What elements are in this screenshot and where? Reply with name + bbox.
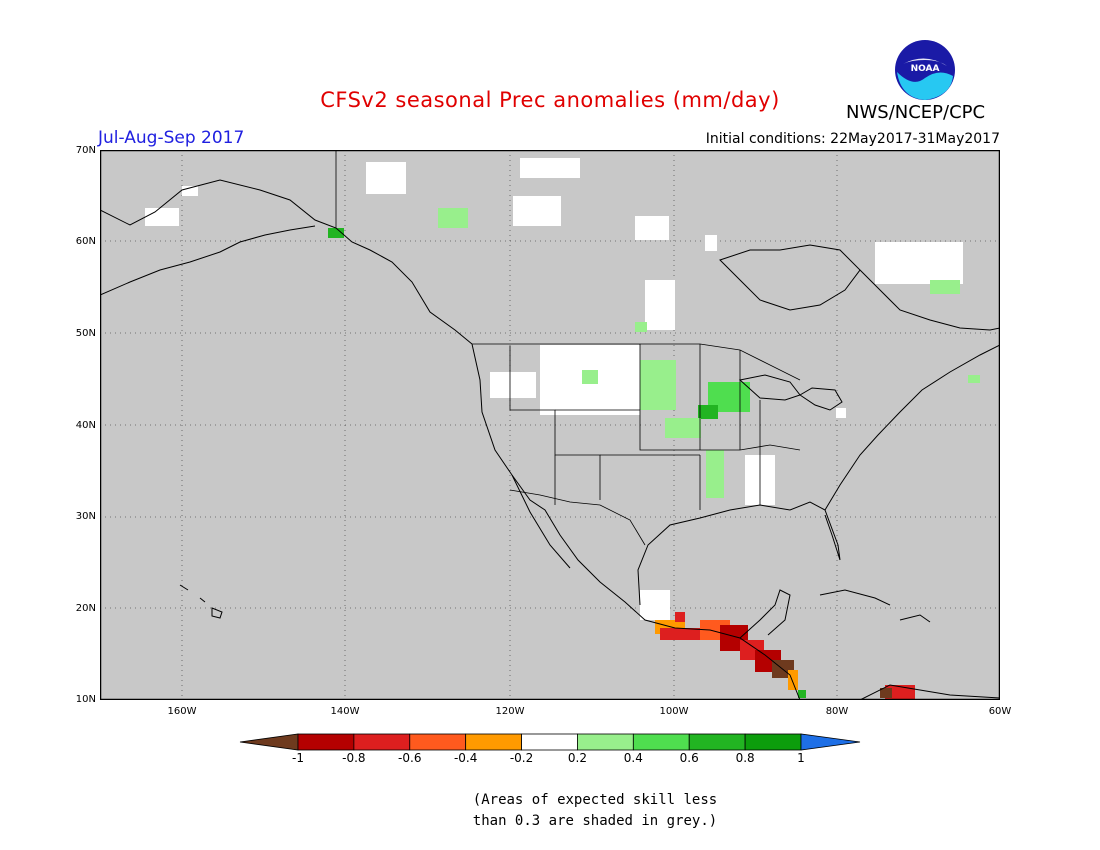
lat-label-40n: 40N: [75, 420, 96, 431]
lon-label-120w: 120W: [495, 706, 525, 717]
colorbar-swatch: [688, 733, 746, 751]
colorbar-low-extension: [239, 733, 299, 751]
forecast-period: Jul-Aug-Sep 2017: [98, 128, 245, 148]
lat-label-70n: 70N: [75, 145, 96, 156]
organization-label: NWS/NCEP/CPC: [846, 102, 986, 123]
lat-label-50n: 50N: [75, 328, 96, 339]
lon-label-160w: 160W: [167, 706, 197, 717]
colorbar-swatch: [632, 733, 690, 751]
colorbar-swatch: [465, 733, 522, 751]
colorbar-tick-label: -0.6: [398, 751, 422, 765]
map-frame: [100, 150, 1000, 700]
lon-label-80w: 80W: [825, 706, 849, 717]
colorbar-tick-label: 0.8: [735, 751, 755, 765]
colorbar-tick-label: -0.8: [342, 751, 366, 765]
colorbar-tick-label: 1: [797, 751, 805, 765]
colorbar-swatch: [409, 733, 467, 751]
colorbar-tick-label: -1: [292, 751, 304, 765]
lon-label-140w: 140W: [330, 706, 360, 717]
lon-label-60w: 60W: [988, 706, 1012, 717]
colorbar: [239, 733, 861, 751]
lat-label-20n: 20N: [75, 603, 96, 614]
colorbar-tick-label: -0.2: [509, 751, 534, 765]
colorbar-tick-label: -0.4: [453, 751, 478, 765]
colorbar-swatch: [521, 733, 578, 751]
colorbar-swatch: [297, 733, 355, 751]
lon-label-100w: 100W: [659, 706, 689, 717]
wet-anomaly-cells: [328, 208, 980, 498]
coastlines: [100, 179, 1000, 700]
noaa-logo: NOAA: [895, 40, 955, 100]
colorbar-swatch: [744, 733, 802, 751]
colorbar-tick-label: 0.4: [623, 751, 643, 765]
initial-conditions: Initial conditions: 22May2017-31May2017: [705, 131, 1000, 147]
skill-note-line-1: (Areas of expected skill less: [472, 792, 718, 808]
noaa-logo-text: NOAA: [911, 64, 940, 74]
lat-label-30n: 30N: [75, 511, 96, 522]
map-title: CFSv2 seasonal Prec anomalies (mm/day): [320, 88, 780, 112]
colorbar-tick-label: 0.6: [679, 751, 699, 765]
skill-note-line-2: than 0.3 are shaded in grey.): [472, 813, 718, 829]
lat-label-10n: 10N: [75, 694, 96, 705]
precipitation-anomaly-map: [100, 150, 1000, 700]
lat-label-60n: 60N: [75, 236, 96, 247]
colorbar-swatch: [577, 733, 634, 751]
skill-note: (Areas of expected skill less than 0.3 a…: [440, 790, 750, 832]
political-borders: [335, 150, 801, 546]
colorbar-high-extension: [800, 733, 861, 751]
colorbar-tick-label: 0.2: [567, 751, 587, 765]
colorbar-swatch: [353, 733, 411, 751]
